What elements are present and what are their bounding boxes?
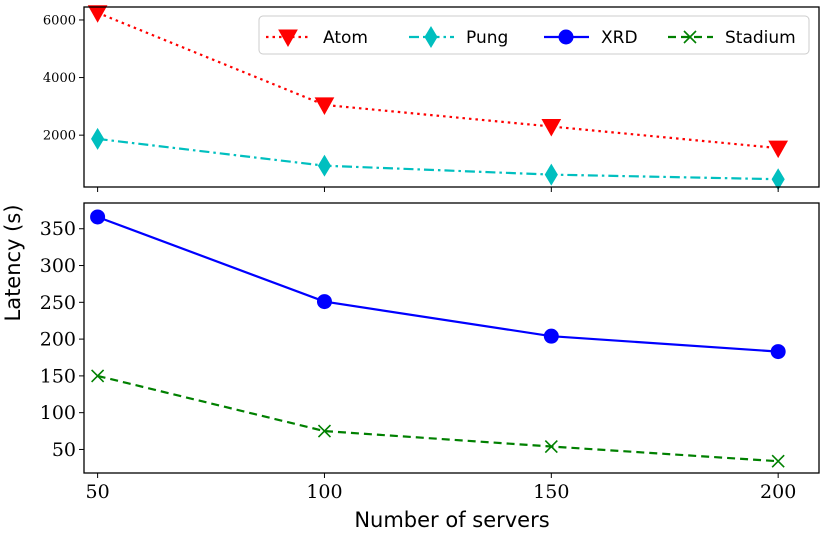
x-tick-label: 100 bbox=[306, 481, 342, 503]
series-xrd bbox=[90, 209, 786, 360]
bottom-panel-frame bbox=[83, 202, 820, 474]
legend-item-stadium: Stadium bbox=[668, 28, 796, 48]
legend-label: XRD bbox=[601, 28, 638, 48]
data-point-atom bbox=[541, 119, 562, 137]
data-point-stadium bbox=[91, 369, 105, 383]
series-line-stadium bbox=[97, 374, 779, 463]
x-tick-label: 150 bbox=[533, 481, 569, 503]
legend-item-xrd: XRD bbox=[544, 28, 638, 48]
y-tick-label: 2000 bbox=[43, 129, 76, 144]
legend-marker-stadium bbox=[683, 30, 697, 44]
data-point-pung bbox=[317, 154, 332, 177]
data-point-xrd bbox=[90, 209, 106, 225]
series-pung bbox=[91, 127, 785, 191]
data-point-atom bbox=[87, 5, 108, 23]
legend-label: Stadium bbox=[725, 28, 796, 48]
legend: Atom Pung XRD Stadium bbox=[258, 15, 810, 55]
y-tick-label: 4000 bbox=[43, 71, 76, 86]
series-line-atom bbox=[97, 11, 779, 150]
legend-item-pung: Pung bbox=[409, 26, 508, 48]
legend-label: Pung bbox=[466, 28, 508, 48]
data-point-pung bbox=[544, 163, 558, 186]
series-line-pung bbox=[97, 137, 779, 181]
y-tick-label: 250 bbox=[40, 292, 76, 314]
data-point-xrd bbox=[316, 294, 332, 310]
legend-item-atom: Atom bbox=[266, 28, 368, 48]
series-stadium bbox=[91, 369, 785, 468]
legend-label: Atom bbox=[323, 28, 368, 48]
top-panel-frame bbox=[83, 6, 820, 188]
legend-frame bbox=[258, 15, 810, 55]
x-tick-label: 50 bbox=[86, 481, 110, 503]
legend-marker-atom bbox=[278, 29, 298, 48]
y-axis-label: Latency (s) bbox=[1, 204, 25, 321]
y-tick-label: 50 bbox=[52, 439, 76, 461]
data-point-atom bbox=[314, 97, 335, 115]
y-tick-label: 150 bbox=[40, 365, 76, 387]
top-panel: 2000 4000 6000 bbox=[43, 5, 820, 192]
y-tick-label: 350 bbox=[40, 218, 76, 240]
data-point-pung bbox=[91, 127, 105, 150]
x-tick-label: 200 bbox=[760, 481, 796, 503]
y-tick-label: 200 bbox=[40, 329, 76, 351]
data-point-stadium bbox=[317, 424, 332, 438]
bottom-panel: 50 100 150 200 250 300 350 50 100 150 200 bbox=[40, 202, 820, 503]
y-tick-label: 100 bbox=[40, 402, 76, 424]
data-point-stadium bbox=[544, 439, 558, 454]
data-point-stadium bbox=[771, 454, 785, 468]
data-point-xrd bbox=[770, 344, 786, 360]
series-line-xrd bbox=[97, 215, 779, 353]
data-point-pung bbox=[771, 168, 785, 191]
x-axis-label: Number of servers bbox=[354, 508, 549, 532]
series-atom bbox=[87, 5, 789, 159]
legend-marker-xrd bbox=[558, 29, 574, 45]
y-tick-label: 300 bbox=[40, 255, 76, 277]
legend-marker-pung bbox=[424, 26, 438, 48]
data-point-atom bbox=[768, 140, 789, 159]
y-tick-label: 6000 bbox=[43, 13, 76, 28]
data-point-xrd bbox=[543, 328, 559, 344]
